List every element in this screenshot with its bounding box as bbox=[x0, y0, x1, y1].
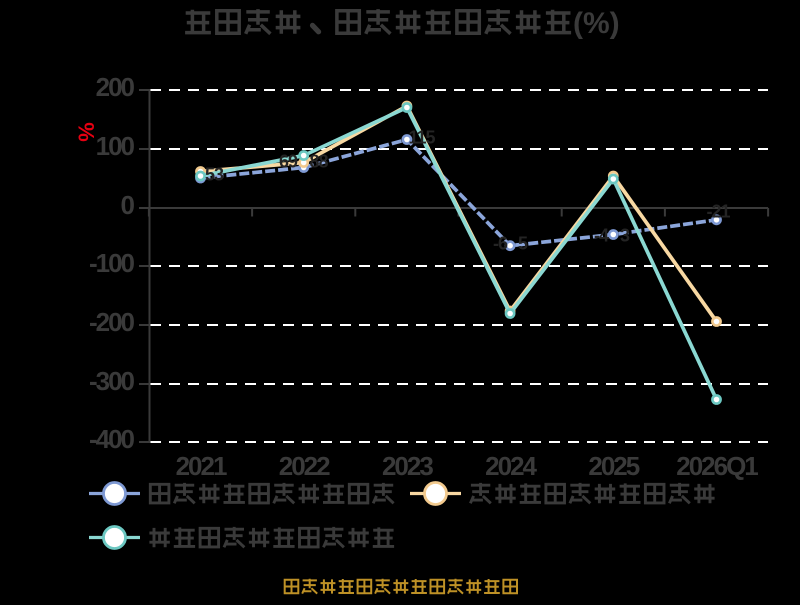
svg-text:3: 3 bbox=[620, 226, 630, 246]
svg-text:-100: -100 bbox=[89, 248, 135, 278]
svg-text:-300: -300 bbox=[89, 366, 135, 396]
svg-text:5: 5 bbox=[518, 234, 528, 254]
svg-text:53: 53 bbox=[205, 165, 224, 185]
svg-text:%: % bbox=[74, 122, 99, 142]
svg-text:-200: -200 bbox=[89, 307, 135, 337]
svg-text:2023: 2023 bbox=[382, 451, 433, 481]
svg-text:2024: 2024 bbox=[485, 451, 537, 481]
svg-text:0: 0 bbox=[121, 190, 135, 220]
svg-text:2026Q1: 2026Q1 bbox=[676, 451, 758, 481]
svg-text:(%): (%) bbox=[573, 7, 620, 40]
svg-text:100: 100 bbox=[96, 131, 135, 161]
svg-text:69: 69 bbox=[279, 152, 298, 172]
svg-text:2025: 2025 bbox=[588, 451, 639, 481]
svg-text:-4: -4 bbox=[594, 226, 609, 246]
svg-text:200: 200 bbox=[96, 72, 135, 102]
svg-text:-400: -400 bbox=[89, 424, 135, 454]
svg-text:-21: -21 bbox=[706, 202, 730, 222]
svg-text:2022: 2022 bbox=[279, 451, 330, 481]
svg-text:-6: -6 bbox=[493, 234, 508, 254]
svg-text:88: 88 bbox=[310, 152, 329, 172]
svg-text:115: 115 bbox=[409, 128, 436, 148]
svg-text:2021: 2021 bbox=[176, 451, 227, 481]
